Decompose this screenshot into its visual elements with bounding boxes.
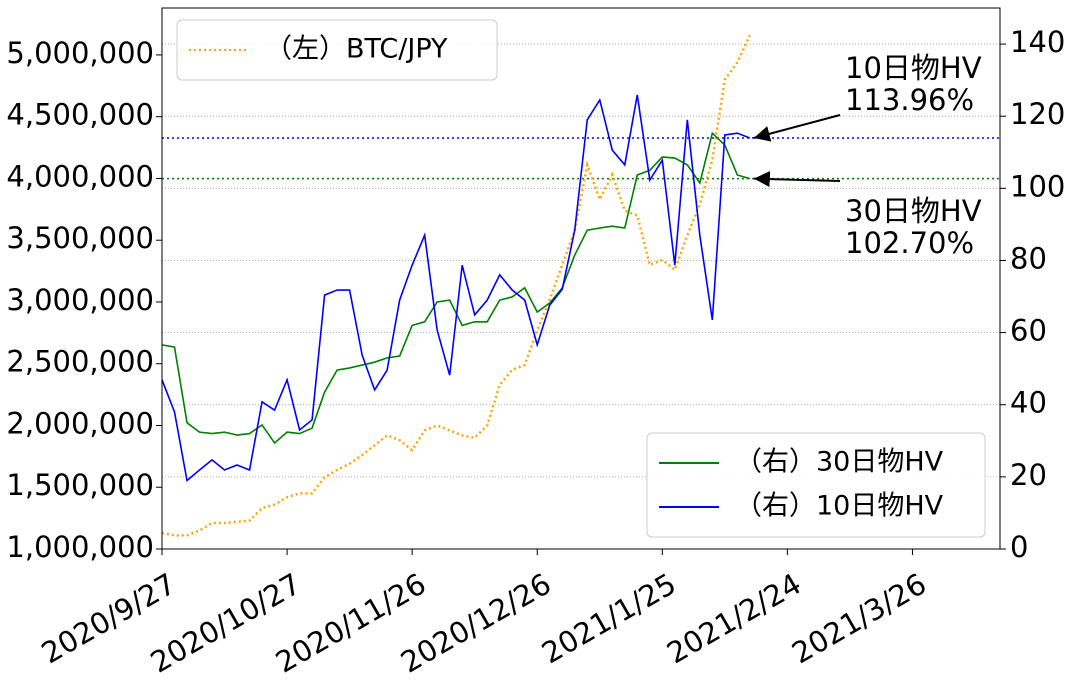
legend-box [176, 19, 498, 81]
x-tick-label: 2021/1/25 [536, 567, 682, 671]
y-tick-label: 1,000,000 [6, 530, 154, 564]
series-line [161, 94, 751, 482]
y-tick-label: 2,000,000 [6, 406, 154, 440]
y-tick-label: 3,500,000 [6, 221, 154, 255]
annotation-text: 30日物HV [845, 194, 982, 228]
y-tick-label: 5,000,000 [6, 36, 154, 70]
annotation-text: 10日物HV [845, 51, 982, 85]
y-tick-label: 2,500,000 [6, 345, 154, 379]
legend-label: （左）BTC/JPY [265, 34, 448, 65]
y2-tick-label: 100 [1010, 169, 1065, 203]
legend-label: （右）30日物HV [735, 447, 944, 478]
x-tick-label: 2021/3/26 [786, 567, 932, 671]
y2-tick-label: 20 [1010, 458, 1047, 492]
legend-label: （右）10日物HV [735, 491, 944, 522]
legend: （左）BTC/JPY [176, 19, 498, 81]
series-line [161, 131, 751, 445]
plot-frame [161, 7, 1001, 550]
y-tick-label: 1,500,000 [6, 468, 154, 502]
annotation-text: 102.70% [845, 226, 974, 260]
y2-tick-label: 140 [1010, 25, 1065, 59]
y2-tick-label: 60 [1010, 314, 1047, 348]
y2-tick-label: 80 [1010, 241, 1047, 275]
series-line [161, 34, 751, 537]
legend-box [646, 432, 986, 538]
y-tick-label: 3,000,000 [6, 283, 154, 317]
y-tick-label: 4,000,000 [6, 159, 154, 193]
y2-tick-label: 120 [1010, 97, 1065, 131]
y2-tick-label: 0 [1010, 530, 1028, 564]
annotation-text: 113.96% [845, 83, 974, 117]
annotation-arrow [753, 171, 841, 188]
annotation-arrow [753, 114, 841, 142]
legend: （右）30日物HV （右）10日物HV [646, 432, 986, 538]
y-tick-label: 4,500,000 [6, 98, 154, 132]
y2-tick-label: 40 [1010, 386, 1047, 420]
x-tick-label: 2021/2/24 [661, 567, 807, 671]
